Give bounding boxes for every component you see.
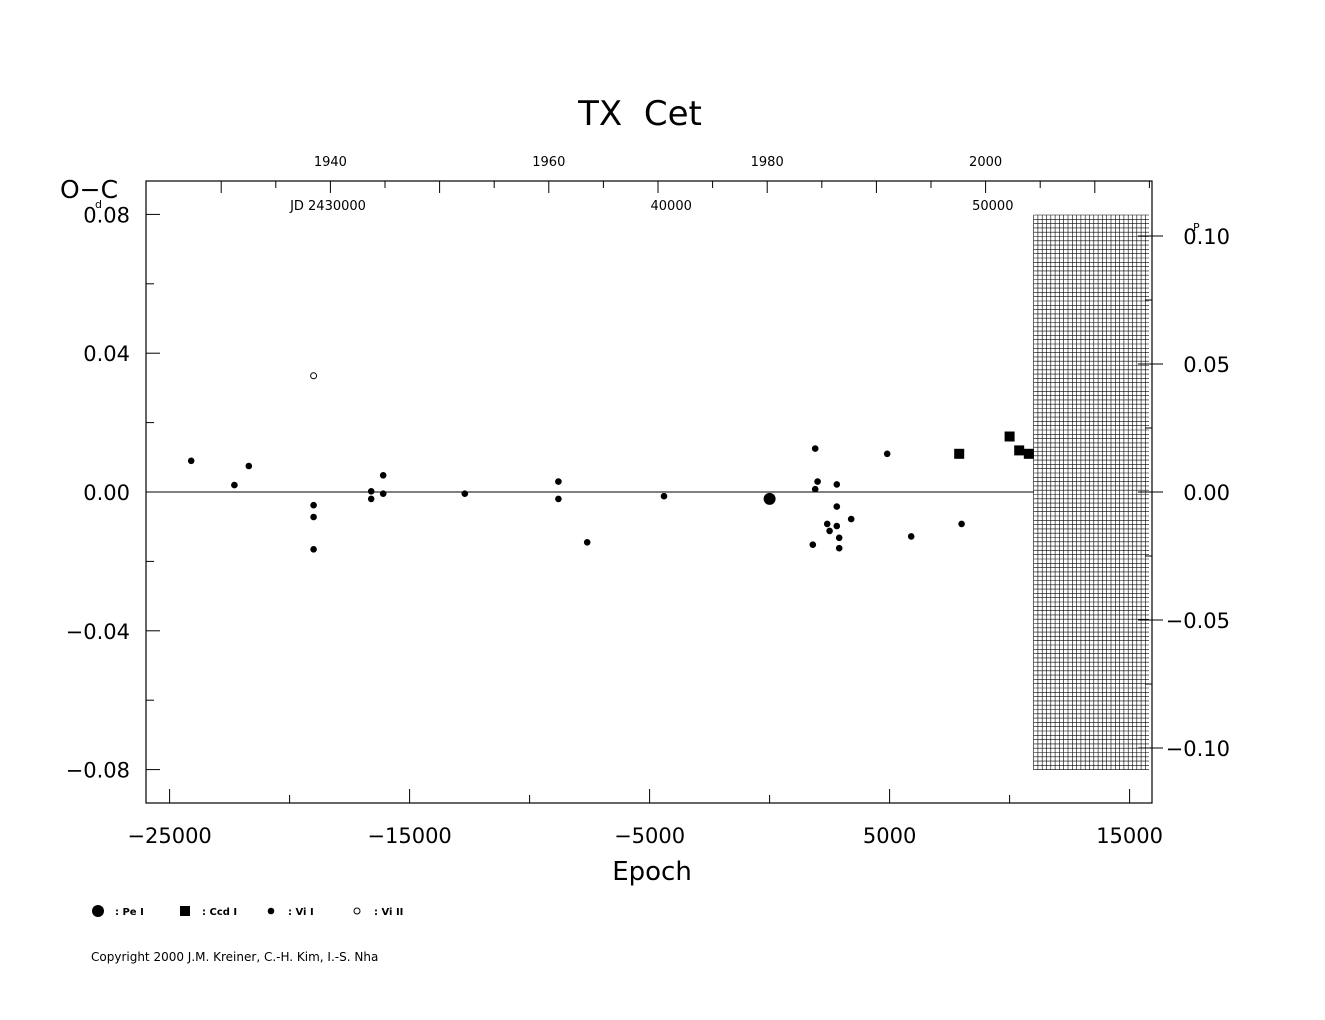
y-tick-label: 0.08 [83,203,130,227]
data-point-square [1014,445,1025,456]
data-point-dot [231,481,238,489]
x-tick-label: −25000 [127,824,211,848]
data-point-big-dot [763,492,776,505]
data-point-dot [187,457,195,465]
data-points [187,372,1034,553]
copyright-text: Copyright 2000 J.M. Kreiner, C.-H. Kim, … [91,950,378,964]
data-point-dot [833,481,841,488]
top-year-label: 1980 [751,155,784,170]
data-point-open-circle [310,372,318,380]
legend-label: : Ccd I [202,907,237,918]
data-point-dot [811,485,819,493]
data-point-dot [835,544,843,552]
y2-tick-label: 0.00 [1183,481,1230,505]
y-tick-label: −0.08 [66,759,130,783]
y2-tick-label: −0.10 [1166,737,1230,761]
ylabel-unit: d [95,198,102,211]
data-point-dot [555,478,562,485]
top-year-label: 2000 [969,155,1002,170]
top-year-label: 1960 [532,155,565,170]
jd-label: JD 2430000 [289,199,366,214]
data-point-dot [833,522,841,530]
data-point-dot [814,478,821,485]
data-point-dot [833,503,841,510]
ylabel: O−C [60,175,118,204]
data-point-dot [660,492,668,500]
xlabel: Epoch [612,857,692,887]
top-year-label: 1940 [314,155,347,170]
data-point-dot [907,533,915,540]
legend-marker-dot [267,907,275,915]
right-axis-unit: P [1193,221,1200,234]
data-point-dot [379,472,387,479]
y2-tick-label: 0.05 [1183,353,1230,377]
y2-tick-label: 0.10 [1183,225,1230,249]
data-point-dot [310,546,317,553]
data-point-square [954,448,965,459]
legend-label: : Vi II [374,907,403,918]
data-point-dot [310,501,317,509]
x-tick-label: 15000 [1096,824,1163,848]
x-tick-label: 5000 [863,824,916,848]
data-point-square [1004,431,1015,442]
legend-label: : Vi I [288,907,314,918]
data-point-dot [461,490,469,498]
future-grid-region [1033,214,1149,771]
y2-tick-label: −0.05 [1166,609,1230,633]
chart-title: TX Cet [577,94,702,134]
data-point-dot [809,541,817,548]
data-point-dot [823,520,831,528]
data-point-dot [811,445,819,452]
axis-tick-labels: −25000 −15000 −5000 5000 15000 1940 1960 1980 20… [66,155,1230,848]
legend-marker-big-dot [92,905,104,917]
data-point-square [1023,448,1034,459]
x-tick-label: −15000 [367,824,451,848]
jd-label: 50000 [972,199,1013,214]
data-point-dot [847,515,855,523]
legend-marker-square [180,906,190,916]
data-point-dot [310,513,317,521]
data-point-dot [826,527,833,535]
x-tick-label: −5000 [614,824,685,848]
legend-label: : Pe I [115,907,144,918]
data-point-dot [245,462,253,470]
data-point-dot [367,488,375,495]
data-point-dot [883,450,891,458]
data-point-dot [379,490,387,498]
data-point-dot [555,495,562,503]
jd-label: 40000 [651,199,692,214]
data-point-dot [958,520,965,528]
y-tick-label: −0.04 [66,620,130,644]
y-tick-label: 0.04 [83,342,130,366]
legend: : Pe I : Ccd I : Vi I : Vi II [92,905,403,918]
legend-marker-open-circle [353,907,361,915]
data-point-dot [367,495,375,503]
data-point-dot [583,539,591,546]
data-point-dot [835,534,843,542]
y-tick-label: 0.00 [83,481,130,505]
axis-ticks [146,181,1163,803]
